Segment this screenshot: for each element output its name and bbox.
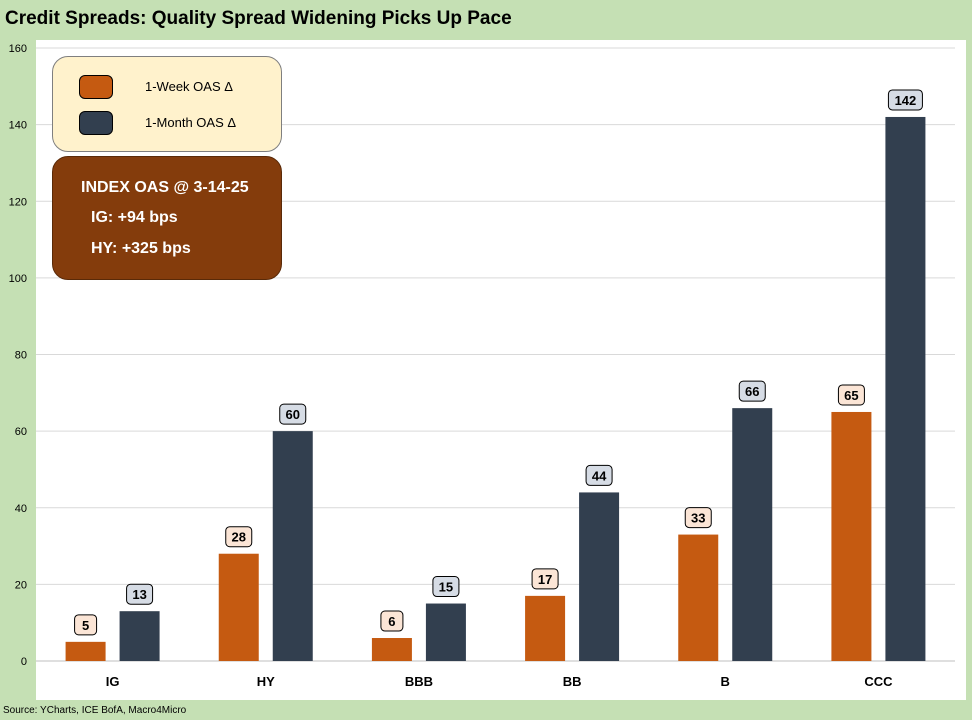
x-tick-label: BBB <box>405 674 433 689</box>
index-oas-title: INDEX OAS @ 3-14-25 <box>81 179 249 196</box>
y-tick-label: 40 <box>15 503 27 515</box>
data-label-box <box>225 526 253 548</box>
title-bar: Credit Spreads: Quality Spread Widening … <box>0 0 972 40</box>
bar-ccc-week <box>831 411 872 661</box>
data-label: 44 <box>592 468 607 483</box>
bar-bb-week <box>525 595 566 661</box>
x-tick-label: B <box>721 674 730 689</box>
legend-swatch-week <box>79 75 113 99</box>
bar-bb-month <box>579 492 620 661</box>
bar-ccc-month <box>885 116 926 661</box>
index-oas-hy: HY: +325 bps <box>91 240 191 257</box>
x-tick-label: BB <box>563 674 582 689</box>
data-label-box <box>380 610 404 632</box>
bar-ig-week <box>65 641 106 661</box>
data-label-box <box>837 384 865 406</box>
index-oas-ig: IG: +94 bps <box>91 209 178 226</box>
y-tick-label: 100 <box>9 273 27 285</box>
data-label: 13 <box>132 587 146 602</box>
bar-b-week <box>678 534 719 661</box>
data-label-box <box>684 507 712 529</box>
legend-swatch-month <box>79 111 113 135</box>
data-label: 6 <box>388 614 395 629</box>
data-label: 142 <box>895 93 917 108</box>
source-note: Source: YCharts, ICE BofA, Macro4Micro <box>3 705 187 716</box>
data-labels: 5 13 28 60 6 15 17 44 33 66 65 142 <box>74 89 923 636</box>
data-label: 5 <box>82 618 89 633</box>
bar-bbb-week <box>371 638 412 661</box>
bar-hy-week <box>218 553 259 661</box>
chart-title: Credit Spreads: Quality Spread Widening … <box>5 8 512 29</box>
data-label-box <box>279 403 307 425</box>
bar-hy-month <box>272 431 313 661</box>
y-tick-label: 140 <box>9 120 27 132</box>
data-label-box <box>585 464 613 486</box>
data-label: 17 <box>538 572 552 587</box>
data-label-box <box>74 614 98 636</box>
index-oas-callout: INDEX OAS @ 3-14-25 IG: +94 bps HY: +325… <box>52 156 282 280</box>
y-tick-label: 160 <box>9 43 27 55</box>
bar-bbb-month <box>425 603 466 661</box>
legend: 1-Week OAS Δ 1-Month OAS Δ <box>52 56 282 152</box>
data-label: 28 <box>232 530 246 545</box>
data-label-box <box>531 568 559 590</box>
data-label: 65 <box>844 388 858 403</box>
y-tick-label: 0 <box>21 656 27 668</box>
y-tick-label: 80 <box>15 350 27 362</box>
y-tick-label: 60 <box>15 426 27 438</box>
bar-ig-month <box>119 611 160 661</box>
data-label: 15 <box>439 580 453 595</box>
data-label-box <box>887 89 923 111</box>
data-label-box <box>738 380 766 402</box>
legend-label-month: 1-Month OAS Δ <box>145 115 237 130</box>
bar-b-month <box>732 408 773 661</box>
y-tick-label: 20 <box>15 579 27 591</box>
legend-label-week: 1-Week OAS Δ <box>145 79 233 94</box>
data-label-box <box>126 583 154 605</box>
x-tick-label: IG <box>106 674 120 689</box>
data-label: 66 <box>745 384 759 399</box>
data-label: 33 <box>691 511 705 526</box>
data-label: 60 <box>286 407 300 422</box>
bars <box>65 116 926 661</box>
x-tick-label: HY <box>257 674 275 689</box>
data-label-box <box>432 576 460 598</box>
y-tick-label: 120 <box>9 196 27 208</box>
x-tick-label: CCC <box>864 674 893 689</box>
